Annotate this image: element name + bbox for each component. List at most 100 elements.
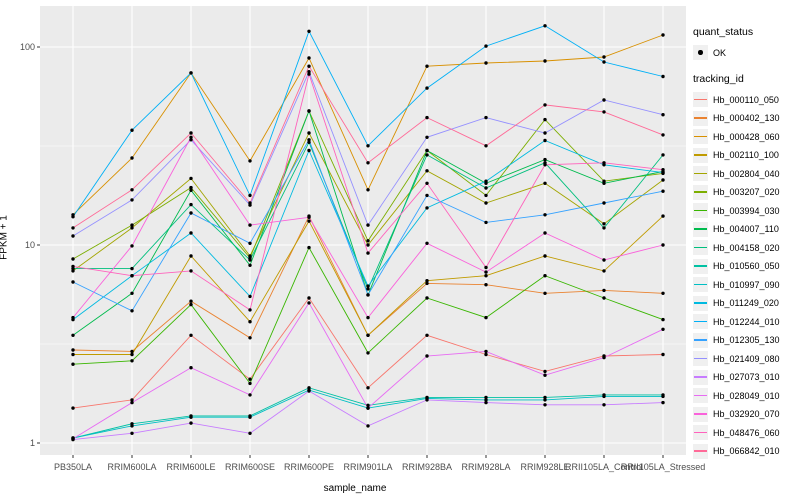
legend-item: Hb_002110_100 [693,147,799,164]
legend-item-label: Hb_032920_070 [713,409,780,419]
data-point [602,60,606,64]
data-point [543,103,547,107]
data-point [543,157,547,162]
data-point [543,138,547,143]
data-point [366,406,370,410]
data-point [307,296,311,300]
data-point [130,266,134,271]
line-key-icon [693,295,708,311]
data-point [307,138,311,142]
data-point [661,243,665,247]
data-point [307,131,311,135]
data-point [661,327,665,331]
data-point [248,377,252,381]
legend-item-label: Hb_000402_130 [713,113,780,123]
data-point [189,333,193,337]
data-point [366,161,370,165]
legend-item-ok: OK [693,44,799,61]
data-point [425,181,429,185]
data-point [543,213,547,217]
data-point [71,362,75,366]
legend-item: Hb_000428_060 [693,128,799,145]
legend-item-label: Hb_004007_110 [713,224,779,234]
x-tick-label: RRIM928LA [461,462,510,472]
x-tick-label: RRIM600SE [225,462,275,472]
data-point [248,431,252,435]
line-key-icon [693,240,708,255]
data-point [661,168,665,172]
legend-item: Hb_003207_020 [693,184,799,201]
data-point [248,159,252,163]
data-point [307,215,311,219]
data-point [484,144,488,148]
legend-tracking-block: tracking_id Hb_000110_050 Hb_000402_130 Hb… [693,73,799,460]
data-point [130,156,134,160]
data-point [248,258,252,262]
legend-item-label: Hb_027073_010 [713,372,780,382]
data-point [248,223,252,227]
line-key-icon [693,92,708,107]
data-point [130,274,134,278]
legend-item: Hb_004158_020 [693,239,799,256]
data-point [130,359,134,363]
data-point [602,181,606,185]
data-point [248,415,252,419]
data-point [543,231,547,235]
data-point [602,269,606,273]
legend-item: Hb_028049_010 [693,387,799,404]
legend-item: Hb_012305_130 [693,332,799,349]
data-point [189,131,193,135]
data-point [366,287,370,291]
legend-item: Hb_010997_090 [693,276,799,293]
data-point [484,265,488,270]
data-point [661,113,665,117]
data-point [484,270,488,274]
data-point [248,336,252,340]
data-point [71,352,75,357]
data-point [307,56,311,60]
data-point [366,251,370,255]
data-point [661,74,665,79]
data-point [425,398,429,402]
legend-item-label: Hb_011249_020 [713,298,779,308]
data-point [130,226,134,230]
legend: quant_status OK tracking_id Hb_000110_05… [693,26,799,461]
line-key-icon [693,443,708,459]
data-point [543,274,547,278]
data-point [189,185,193,190]
data-point [543,369,547,374]
data-point [543,131,547,135]
data-point [661,394,665,399]
line-key-icon [693,184,708,200]
data-point [307,72,311,76]
legend-item: Hb_011249_020 [693,295,799,312]
legend-item: Hb_066842_010 [693,443,799,460]
data-point [130,431,134,435]
data-point [661,352,665,357]
data-point [307,64,311,68]
x-axis-title: sample_name [323,483,387,494]
y-tick-label: 100 [20,42,35,52]
data-point [366,239,370,243]
data-point [543,403,547,407]
legend-item: Hb_012244_010 [693,313,799,330]
data-point [602,355,606,360]
data-point [661,214,665,218]
data-point [425,153,429,157]
line-key-icon [693,369,708,385]
data-point [248,320,252,324]
legend-item: Hb_000402_130 [693,110,799,127]
data-point [71,264,75,269]
x-tick-label: RRIM600PE [284,462,334,472]
data-point [366,243,370,247]
line-key-icon [693,110,708,126]
legend-item: Hb_000110_050 [693,91,799,108]
line-key-icon [693,277,708,292]
data-point [543,163,547,167]
data-point [602,394,606,399]
data-point [425,333,429,337]
data-point [484,201,488,205]
legend-item-label: Hb_028049_010 [713,390,780,401]
legend-item-label: Hb_010997_090 [713,279,780,290]
